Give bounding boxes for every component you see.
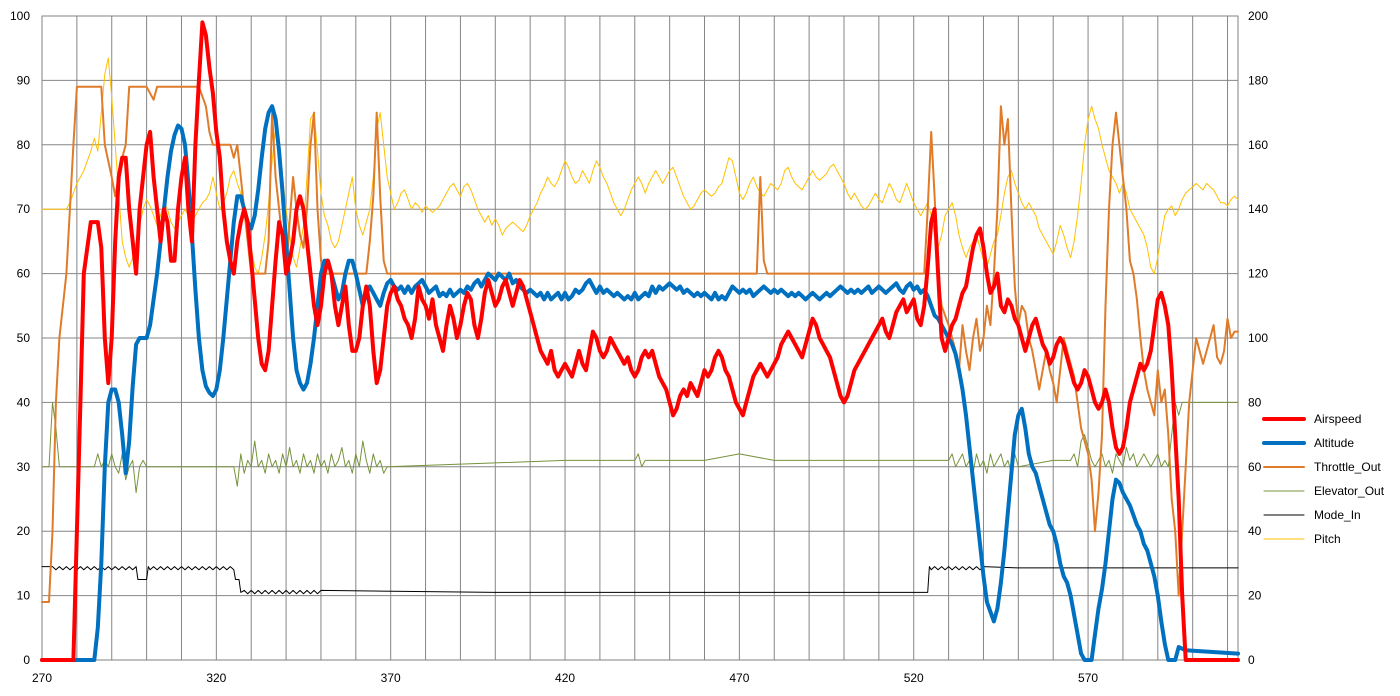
y-right-tick-label: 60 [1248,460,1262,474]
y-left-tick-label: 60 [17,267,31,281]
series-line-throttle-out [41,85,1239,603]
legend-label-mode-in: Mode_In [1314,508,1361,522]
series-line-elevator-out [41,401,1239,494]
y-right-tick-label: 160 [1248,138,1268,152]
gridlines [42,16,1238,660]
x-tick-label: 570 [1078,671,1098,685]
series-line-airspeed [40,20,1240,662]
y-left-tick-label: 10 [17,589,31,603]
legend-label-pitch: Pitch [1314,532,1341,546]
x-tick-label: 320 [206,671,226,685]
y-right-tick-label: 100 [1248,331,1268,345]
y-left-tick-label: 20 [17,524,31,538]
x-tick-label: 470 [729,671,749,685]
y-right-tick-label: 40 [1248,524,1262,538]
series-line-altitude [40,104,1240,662]
y-right-tick-label: 120 [1248,267,1268,281]
x-tick-label: 520 [904,671,924,685]
plot-area-frame [41,15,1239,661]
y-right-tick-label: 0 [1248,653,1255,667]
y-right-tick-label: 140 [1248,202,1268,216]
x-axis-ticks: 270 320 370 420 470 520 570 [32,671,1098,685]
legend-label-airspeed: Airspeed [1314,412,1361,426]
series-line-mode-in [41,566,1239,595]
y-right-tick-label: 200 [1248,9,1268,23]
legend-label-elevator-out: Elevator_Out [1314,484,1385,498]
y-left-tick-label: 100 [10,9,30,23]
legend-label-altitude: Altitude [1314,436,1354,450]
x-tick-label: 370 [381,671,401,685]
y-axis-right-ticks: 0 20 40 60 80 100 120 140 160 180 200 [1248,9,1268,667]
y-right-tick-label: 180 [1248,73,1268,87]
series-group [40,20,1240,662]
y-left-tick-label: 90 [17,73,31,87]
y-right-tick-label: 80 [1248,395,1262,409]
x-tick-label: 270 [32,671,52,685]
series-line-pitch [41,57,1239,275]
y-left-tick-label: 80 [17,138,31,152]
y-left-tick-label: 30 [17,460,31,474]
y-left-tick-label: 70 [17,202,31,216]
y-left-tick-label: 50 [17,331,31,345]
y-left-tick-label: 40 [17,395,31,409]
y-left-tick-label: 0 [23,653,30,667]
legend-label-throttle-out: Throttle_Out [1314,460,1381,474]
legend: Airspeed Altitude Throttle_Out Elevator_Out… [1262,412,1385,546]
x-tick-label: 420 [555,671,575,685]
y-right-tick-label: 20 [1248,589,1262,603]
y-axis-left-ticks: 0 10 20 30 40 50 60 70 80 90 100 [10,9,30,667]
